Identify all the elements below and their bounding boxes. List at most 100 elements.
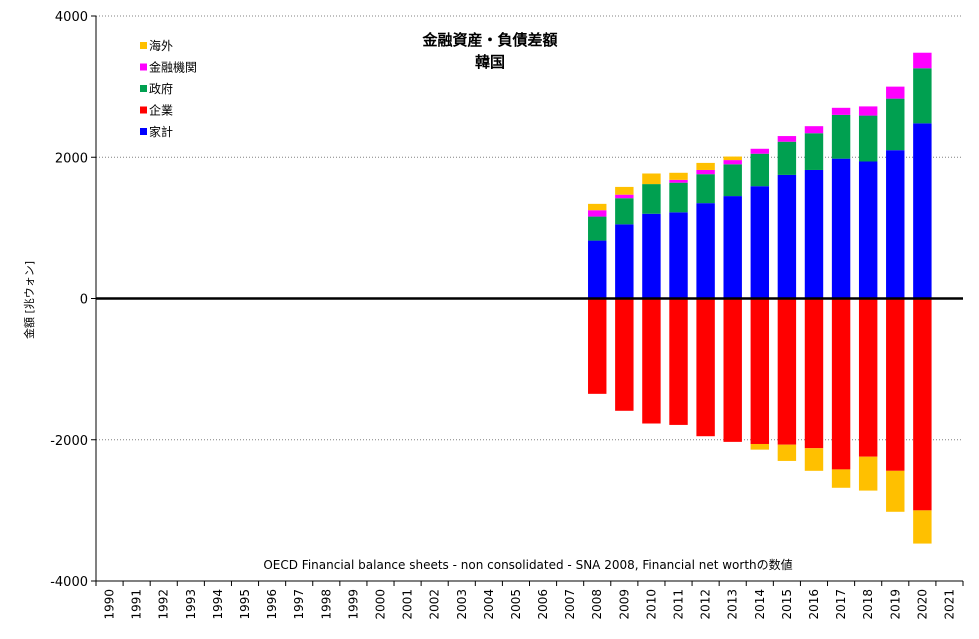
x-tick-label-2020: 2020	[915, 589, 929, 620]
bar-2011-企業-neg	[669, 298, 688, 425]
bar-2012-海外	[696, 162, 715, 170]
bar-2014-海外-neg	[750, 443, 770, 450]
x-tick-label-2005: 2005	[509, 589, 523, 620]
x-tick-label-2003: 2003	[455, 589, 469, 620]
x-tick-label-1995: 1995	[238, 589, 252, 620]
bar-2009-政府	[615, 198, 634, 225]
legend-swatch-3	[140, 106, 147, 114]
bar-2012-企業-neg	[696, 298, 715, 437]
bar-2019-海外-neg	[886, 470, 905, 512]
x-tick-label-2016: 2016	[807, 589, 821, 620]
bar-2015-金融機関	[777, 136, 797, 142]
bar-2011-家計	[669, 212, 688, 299]
bar-2014-企業-neg	[750, 298, 770, 444]
legend-label-0: 海外	[149, 38, 173, 53]
bar-2010-海外	[642, 173, 661, 185]
bar-2012-金融機関	[696, 169, 715, 175]
x-tick-label-1998: 1998	[319, 589, 333, 620]
legend-swatch-1	[140, 63, 147, 71]
x-tick-label-2001: 2001	[401, 589, 415, 620]
bar-2008-政府	[588, 216, 607, 241]
bar-2009-海外	[615, 186, 634, 195]
x-tick-label-2011: 2011	[672, 589, 686, 620]
bar-2015-家計	[777, 174, 797, 299]
bar-2016-企業-neg	[804, 298, 824, 449]
legend-label-1: 金融機関	[149, 60, 197, 75]
x-tick-label-2017: 2017	[834, 589, 848, 620]
x-tick-label-2018: 2018	[861, 589, 875, 620]
x-tick-label-1994: 1994	[211, 589, 225, 620]
y-tick-label-3: -2000	[50, 434, 88, 449]
legend-swatch-2	[140, 85, 147, 92]
bar-2019-家計	[886, 150, 905, 299]
bar-2010-企業-neg	[642, 298, 661, 424]
bar-2016-政府	[804, 133, 824, 170]
x-tick-label-2004: 2004	[482, 589, 496, 620]
bar-2009-家計	[615, 224, 634, 299]
bar-2017-海外-neg	[831, 469, 851, 488]
bar-2020-海外-neg	[913, 510, 932, 544]
x-tick-label-2013: 2013	[726, 589, 740, 620]
x-tick-label-2021: 2021	[942, 589, 956, 620]
bar-2015-海外-neg	[777, 444, 797, 461]
axes	[91, 15, 964, 586]
y-axis-label: 金額 [兆ウォン]	[22, 261, 36, 339]
bar-2020-家計	[913, 123, 932, 299]
x-tick-label-2009: 2009	[617, 589, 631, 620]
bar-2017-金融機関	[831, 107, 851, 115]
bar-2014-金融機関	[750, 148, 770, 154]
x-tick-label-1990: 1990	[103, 589, 117, 620]
x-tick-label-1991: 1991	[130, 589, 144, 620]
bar-2014-政府	[750, 153, 770, 187]
x-tick-label-2012: 2012	[699, 589, 713, 620]
bar-2014-家計	[750, 186, 770, 299]
bar-2015-政府	[777, 141, 797, 175]
bar-2019-金融機関	[886, 86, 905, 99]
bar-2008-海外	[588, 203, 607, 211]
x-tick-label-1996: 1996	[265, 589, 279, 620]
grid-lines	[96, 15, 963, 441]
legend-label-3: 企業	[149, 103, 173, 118]
x-tick-label-2002: 2002	[428, 589, 442, 620]
bar-2011-金融機関	[669, 179, 688, 183]
bar-2010-政府	[642, 184, 661, 214]
bar-2015-企業-neg	[777, 298, 797, 445]
bar-2019-企業-neg	[886, 298, 905, 471]
bar-2017-企業-neg	[831, 298, 851, 470]
bar-2019-政府	[886, 98, 905, 151]
y-tick-label-0: 4000	[55, 10, 88, 25]
bar-2020-金融機関	[913, 52, 932, 69]
bar-2009-金融機関	[615, 194, 634, 199]
x-tick-label-2008: 2008	[590, 589, 604, 620]
x-tick-label-1992: 1992	[157, 589, 171, 620]
bar-2018-政府	[858, 115, 878, 162]
bar-2013-家計	[723, 196, 742, 299]
chart-subtitle: 韓国	[475, 53, 505, 71]
bar-2011-海外	[669, 172, 688, 180]
bar-2013-政府	[723, 164, 742, 197]
bar-2013-金融機関	[723, 160, 742, 165]
chart-title: 金融資産・負債差額	[421, 31, 557, 49]
bar-2008-企業-neg	[588, 298, 607, 394]
x-tick-label-2014: 2014	[753, 589, 767, 620]
x-tick-label-1999: 1999	[346, 589, 360, 620]
x-tick-label-2010: 2010	[644, 589, 658, 620]
x-tick-label-2000: 2000	[373, 589, 387, 620]
bar-2013-企業-neg	[723, 298, 742, 442]
x-tick-label-2019: 2019	[888, 589, 902, 620]
bar-2012-家計	[696, 203, 715, 299]
x-tick-label-2015: 2015	[780, 589, 794, 620]
y-tick-label-4: -4000	[50, 575, 88, 590]
bar-2008-金融機関	[588, 210, 607, 217]
bars	[588, 52, 932, 544]
bar-2018-金融機関	[858, 106, 878, 116]
bar-2017-家計	[831, 158, 851, 299]
x-tick-label-1993: 1993	[184, 589, 198, 620]
x-tick-label-2006: 2006	[536, 589, 550, 620]
bar-2018-海外-neg	[858, 456, 878, 491]
y-tick-labels: 4000 2000 0 -2000 -4000	[50, 10, 88, 590]
bar-2020-企業-neg	[913, 298, 932, 511]
legend-swatch-0	[140, 42, 147, 49]
